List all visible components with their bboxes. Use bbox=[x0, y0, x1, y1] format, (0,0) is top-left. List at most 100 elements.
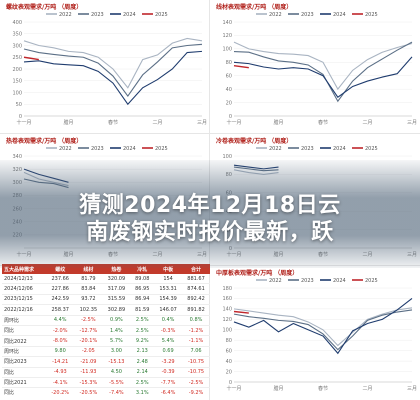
y-tick-label: 100 bbox=[222, 47, 232, 53]
y-tick-label: 150 bbox=[12, 79, 22, 85]
table-cell: -0.39 bbox=[154, 367, 183, 378]
y-tick-label: 120 bbox=[222, 317, 232, 323]
table-cell: -4.93 bbox=[46, 367, 75, 378]
table-cell: 3.00 bbox=[102, 346, 131, 358]
y-tick-label: 340 bbox=[12, 154, 22, 160]
row-label-cell: 2023/12/15 bbox=[2, 294, 47, 306]
table-row: 周环比 4.4% -2.5% 0.9% 2.5% 0.4% 0.8% bbox=[2, 315, 210, 326]
chart-panel-wire: 线材表观需求/万吨 （周度） 2022 2023 2024 2025 0 20 40 60 80… bbox=[212, 0, 418, 132]
table-cell: 154.39 bbox=[154, 294, 183, 306]
y-tick-label: 0 bbox=[19, 114, 22, 120]
table-header-cell: 热卷 bbox=[102, 264, 131, 274]
series-line-2023 bbox=[233, 41, 413, 103]
legend-label: 2023 bbox=[301, 278, 314, 284]
legend-item: 2024 bbox=[320, 146, 346, 152]
table-header-cell: 线材 bbox=[74, 264, 103, 274]
x-tick-label: 春节 bbox=[318, 119, 328, 126]
y-tick-label: 0 bbox=[229, 114, 232, 120]
x-tick-label: 十一月 bbox=[226, 119, 241, 126]
headline-line-1: 猜测2024年12月18日云 bbox=[79, 193, 341, 218]
chart-wire: 2022 2023 2024 2025 0 20 40 60 80 100 120 140 十一月 腊月 春… bbox=[222, 12, 417, 126]
legend-item: 2024 bbox=[110, 12, 136, 18]
table-cell: 9.80 bbox=[46, 346, 75, 358]
table-cell: -4.1% bbox=[46, 377, 75, 389]
table-header-cell: 螺纹 bbox=[46, 264, 75, 274]
row-label-cell: 周环比 bbox=[2, 315, 47, 326]
table-cell: 0.9% bbox=[102, 315, 131, 326]
chart-title-rebar: 螺纹表观需求/万吨 （周度） bbox=[6, 4, 83, 11]
x-tick-label: 三月 bbox=[197, 120, 207, 126]
x-tick-label: 十一月 bbox=[226, 385, 241, 392]
x-tick-label: 腊月 bbox=[273, 120, 283, 126]
x-tick-label: 春节 bbox=[318, 385, 328, 392]
legend-label: 2024 bbox=[123, 146, 136, 152]
legend-label: 2022 bbox=[269, 146, 282, 152]
table-cell: 227.86 bbox=[46, 283, 75, 295]
table-cell: 93.72 bbox=[74, 294, 103, 306]
table-cell: 83.84 bbox=[74, 283, 103, 295]
y-tick-label: 140 bbox=[222, 20, 232, 26]
table-cell: -11.93 bbox=[74, 367, 103, 378]
legend-item: 2024 bbox=[320, 278, 346, 284]
y-tick-label: 20 bbox=[226, 369, 232, 375]
y-tick-label: 40 bbox=[226, 359, 232, 365]
table-cell: -0.3% bbox=[154, 325, 183, 337]
legend-item: 2022 bbox=[256, 278, 282, 284]
table-cell: -20.2% bbox=[46, 387, 75, 398]
table-cell: 1.4% bbox=[102, 325, 131, 337]
table-cell: -21.09 bbox=[74, 356, 103, 368]
table-row: 同比 -20.2% -20.5% -7.4% 3.1% -6.4% -9.2% bbox=[2, 387, 210, 398]
table-cell: -15.3% bbox=[74, 377, 103, 389]
table-header-cell: 合计 bbox=[182, 264, 210, 274]
table-cell: -10.75 bbox=[182, 367, 210, 378]
chart-title-hot-coil: 热卷表观需求/万吨 （周度） bbox=[6, 138, 83, 145]
row-label-cell: 同比 bbox=[2, 367, 47, 378]
table-cell: -9.2% bbox=[182, 387, 210, 398]
table-cell: -3.29 bbox=[154, 356, 183, 368]
table-header-cell: 五大品种需求 bbox=[2, 264, 47, 274]
headline-overlay bbox=[0, 160, 420, 268]
row-label-cell: 2022/12/16 bbox=[2, 304, 47, 316]
y-tick-label: 60 bbox=[226, 348, 232, 354]
table-row: 同比 -4.93 -11.93 4.50 2.14 -0.39 -10.75 bbox=[2, 367, 210, 378]
table-cell: -2.05 bbox=[74, 346, 103, 358]
legend-item: 2023 bbox=[78, 146, 104, 152]
table-cell: 5.4% bbox=[154, 335, 183, 347]
row-label-cell: 同比2023 bbox=[2, 356, 47, 368]
table-cell: 153.31 bbox=[154, 283, 183, 295]
y-tick-label: 80 bbox=[226, 338, 232, 344]
series-line-2025 bbox=[233, 64, 249, 69]
legend-item: 2023 bbox=[288, 12, 314, 18]
x-tick-label: 二月 bbox=[362, 386, 372, 392]
headline: 猜测2024年12月18日云 南废钢实时报价最新，跃 bbox=[0, 192, 420, 246]
table-cell: -10.75 bbox=[182, 356, 210, 368]
table-cell: -12.7% bbox=[74, 325, 103, 337]
table-cell: 0.8% bbox=[182, 315, 210, 326]
series-line-2022 bbox=[233, 41, 413, 91]
y-tick-label: 20 bbox=[226, 100, 232, 106]
series-line-2025 bbox=[233, 310, 249, 314]
row-label-cell: 同比 bbox=[2, 387, 47, 398]
y-tick-label: 200 bbox=[12, 67, 22, 73]
legend-label: 2022 bbox=[269, 12, 282, 18]
table-cell: 2.5% bbox=[130, 315, 155, 326]
table-cell: 5.7% bbox=[102, 335, 131, 347]
table-cell: 881.67 bbox=[182, 274, 210, 285]
row-label-cell: 同比2022 bbox=[2, 335, 47, 347]
legend-label: 2023 bbox=[301, 12, 314, 18]
table-cell: 891.82 bbox=[182, 304, 210, 316]
legend-label: 2024 bbox=[333, 146, 346, 152]
y-tick-label: 50 bbox=[16, 102, 22, 108]
table-cell: -2.0% bbox=[46, 325, 75, 337]
table-cell: 86.94 bbox=[130, 294, 155, 306]
y-tick-label: 100 bbox=[12, 90, 22, 96]
legend-item: 2022 bbox=[256, 12, 282, 18]
legend-item: 2022 bbox=[256, 146, 282, 152]
legend-item: 2025 bbox=[142, 12, 168, 18]
table-cell: 242.59 bbox=[46, 294, 75, 306]
y-tick-label: 80 bbox=[226, 60, 232, 66]
series-line-2024 bbox=[23, 50, 203, 106]
legend-label: 2025 bbox=[365, 278, 378, 284]
demand-table: 五大品种需求 螺纹 线材 热卷 冷轧 中板 合计 2024/12/13 237.66 81.79… bbox=[2, 264, 210, 398]
legend-item: 2022 bbox=[46, 146, 72, 152]
